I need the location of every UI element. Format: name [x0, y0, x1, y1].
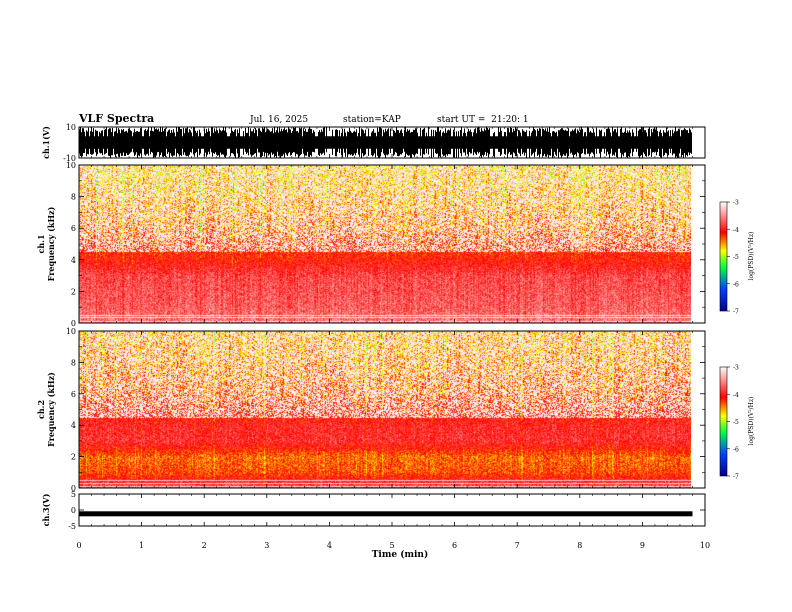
- ch2-colorbar: -3 -4 -5 -6 -7 log(PSD)(V²/Hz): [719, 365, 755, 481]
- date-label: Jul. 16, 2025: [250, 115, 309, 125]
- ch3-waveform-ytick-label: 5: [71, 490, 76, 499]
- x-tick-label: 7: [515, 541, 520, 550]
- ch1-colorbar: -3 -4 -5 -6 -7 log(PSD)(V²/Hz): [719, 200, 755, 316]
- ch1-spectrogram-ytick-label: 8: [71, 193, 76, 202]
- ch2-colorbar-gradient: [719, 366, 728, 477]
- x-tick-label: 4: [327, 541, 332, 550]
- x-tick-label: 1: [139, 541, 144, 550]
- colorbar-tick-label: -3: [733, 200, 739, 207]
- ch1-spectrogram-ytick-label: 4: [71, 256, 76, 265]
- ch2-spectrogram-ytick-label: 0: [71, 484, 76, 493]
- colorbar-tick-label: -5: [733, 419, 739, 426]
- x-tick-label: 5: [389, 541, 394, 550]
- ch1-waveform-line: [79, 127, 692, 158]
- colorbar-tick-label: -6: [733, 281, 739, 288]
- ch1-spectrogram-panel: [79, 165, 705, 323]
- x-tick-label: 6: [452, 541, 457, 550]
- colorbar-tick-label: -4: [733, 392, 739, 399]
- ch2-spectrogram-ytick-label: 8: [71, 358, 76, 367]
- x-tick-label: 2: [202, 541, 207, 550]
- ch1-waveform-trace: [79, 127, 692, 158]
- ch1-spectrogram-ylabel: ch.1: [36, 234, 46, 253]
- ch2-spectrogram-ytick-label: 10: [66, 327, 76, 336]
- ch2-spectrogram-ytick-label: 2: [71, 453, 76, 462]
- x-tick-label: 10: [700, 541, 710, 550]
- x-axis-label: Time (min): [372, 549, 429, 560]
- ch1-spectrogram-ytick-label: 0: [71, 319, 76, 328]
- ch2-spectrogram-panel: [79, 331, 705, 488]
- colorbar-tick-label: -5: [733, 254, 739, 261]
- ch1-colorbar-gradient: [719, 201, 728, 312]
- ch3-waveform-ytick-label: 0: [71, 506, 76, 515]
- ch1-spectrogram-ytick-label: 2: [71, 287, 76, 296]
- station-label: station=KAP: [343, 115, 401, 125]
- x-tick-label: 0: [76, 541, 81, 550]
- x-tick-label: 3: [264, 541, 269, 550]
- ch1-waveform-panel: [79, 127, 705, 158]
- ch3-waveform-panel: [79, 494, 705, 526]
- ch2-spectrogram-ylabel: Frequency (kHz): [46, 372, 56, 447]
- ch1-spectrogram-ylabel: Frequency (kHz): [46, 206, 56, 281]
- ch1-waveform-ylabel: ch.1(V): [41, 126, 51, 159]
- start-ut-label: start UT = 21:20: 1: [437, 115, 529, 125]
- colorbar-tick-label: -7: [733, 309, 739, 316]
- plot-title: VLF Spectra: [79, 112, 155, 125]
- ch1-waveform-ytick-label: 10: [66, 123, 76, 132]
- ch1-waveform-ytick-label: -10: [63, 154, 76, 163]
- ch1-spectrogram-ytick-label: 6: [71, 224, 76, 233]
- ch2-spectrogram-image: [79, 331, 691, 488]
- x-tick-label: 9: [640, 541, 645, 550]
- ch3-waveform-trace: [79, 511, 693, 517]
- ch3-waveform-bg: [79, 494, 705, 526]
- ch3-waveform-ylabel: ch.3(V): [41, 493, 51, 526]
- ch2-spectrogram-ytick-label: 6: [71, 390, 76, 399]
- ch2-spectrogram-ylabel: ch.2: [36, 400, 46, 419]
- x-tick-label: 8: [577, 541, 582, 550]
- colorbar-tick-label: -7: [733, 474, 739, 481]
- ch2-spectrogram-ytick-label: 4: [71, 421, 76, 430]
- colorbar-tick-label: -3: [733, 365, 739, 372]
- ch1-spectrogram-image: [79, 165, 691, 323]
- colorbar-label: log(PSD)(V²/Hz): [748, 397, 755, 446]
- colorbar-label: log(PSD)(V²/Hz): [748, 232, 755, 281]
- colorbar-tick-label: -4: [733, 227, 739, 234]
- ch1-spectrogram-ytick-label: 10: [66, 161, 76, 170]
- colorbar-tick-label: -6: [733, 446, 739, 453]
- ch3-waveform-ytick-label: -5: [68, 522, 76, 531]
